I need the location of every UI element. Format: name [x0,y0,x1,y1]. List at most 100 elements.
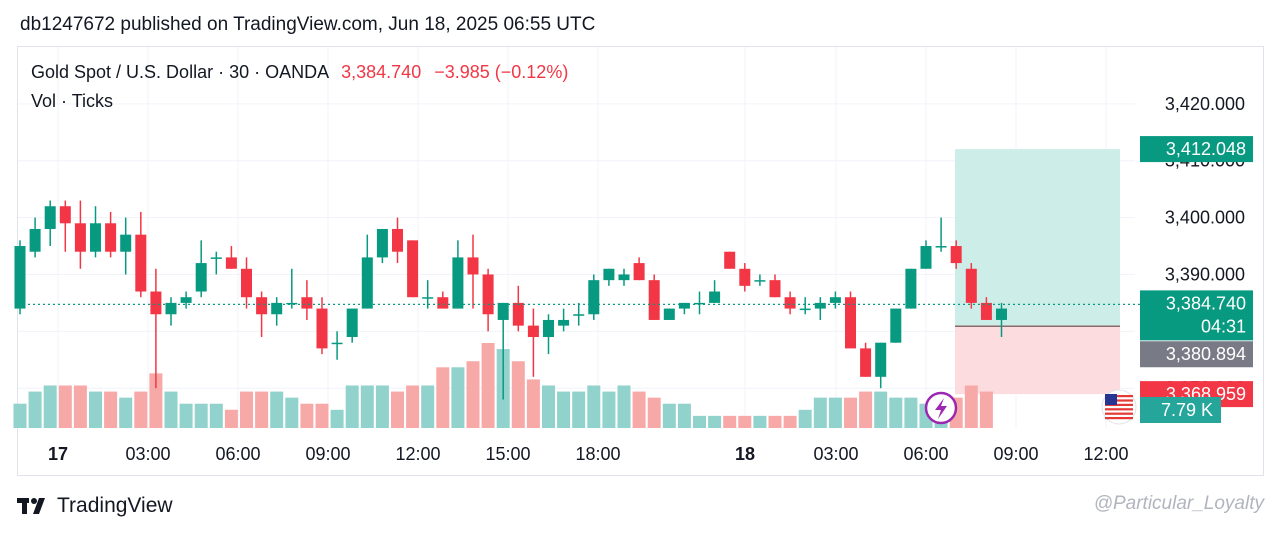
candle-body [648,280,660,320]
chart-icons [924,389,1137,425]
volume-bar [179,403,193,428]
volume-bars [13,343,993,428]
take-profit-zone [955,149,1120,327]
candle-body [724,251,736,269]
candle-body [467,257,479,275]
flag-stripe [1105,395,1133,398]
flag-stripe [1105,417,1133,420]
volume-bar [783,415,797,428]
last-price-badge: 3,384.740 04:31 [1140,290,1253,341]
volume-bar [904,397,918,428]
publish-info: db1247672 published on TradingView.com, … [20,14,596,35]
volume-bar [240,391,253,428]
candle-body [558,319,570,326]
candle-body [663,308,675,320]
volume-bar [768,415,782,428]
candle-body [920,246,932,269]
volume-bar [466,361,480,428]
candle-body [452,257,464,309]
flag-stripe [1105,408,1133,411]
tradingview-logo[interactable]: TradingView [17,494,173,518]
candle-body [392,228,403,252]
volume-bar [526,379,540,428]
candle-body [829,297,841,303]
candle-body [90,223,101,252]
tv-logo-icon [17,498,45,514]
stop-loss-zone [955,326,1120,395]
candle-body [331,342,343,345]
time-tick-label: 06:00 [215,444,260,464]
lightning-icon-bolt [935,398,947,419]
last-price-badge-bg [1140,290,1253,341]
candle-body [44,206,56,229]
candle-body [784,297,796,309]
take-profit-badge: 3,412.048 [1140,136,1253,163]
volume-bar [149,373,163,428]
volume-bar [89,391,102,428]
lightning-icon[interactable] [924,391,958,425]
volume-bar [28,391,42,428]
volume-bar [979,391,993,428]
entry-badge-bg [1140,341,1253,368]
flag-stripe [1105,403,1133,406]
volume-bar [798,409,812,428]
candle-body [875,342,887,377]
candle-body [814,302,826,309]
volume-bar [330,409,344,428]
candle-body [482,274,494,315]
candle-body [195,263,207,292]
volume-bar [73,385,87,428]
volume-badge-bg [1140,397,1221,423]
candle-body [618,274,630,281]
volume-bar [255,391,269,428]
candle-body [210,257,222,259]
candle-body [694,302,705,305]
entry-badge-text: 3,380.894 [1166,344,1246,364]
candle-body [603,268,615,281]
volume-bar [164,391,178,428]
candle-body [256,297,268,315]
volume-bar [693,415,706,428]
symbol-legend: Gold Spot / U.S. Dollar · 30 · OANDA 3,3… [31,62,568,83]
volume-bar [209,403,223,428]
candle-body [135,234,147,292]
candle-body [74,223,86,252]
volume-bar [874,391,888,428]
volume-bar [738,415,752,428]
time-axis: 17 03:00 06:00 09:00 12:00 15:00 18:00 18 03:00 0… [48,444,1129,464]
candle-body [14,246,26,309]
volume-bar [119,397,133,428]
candle-body [678,302,690,309]
volume-bar [889,397,903,428]
candle-body [527,325,539,338]
position-zones [955,149,1120,395]
volume-bar [828,397,842,428]
candle-body [316,308,328,349]
volume-bar [708,415,722,428]
candle-body [905,268,917,309]
time-tick-label: 06:00 [903,444,948,464]
candle-body [105,223,117,252]
candle-body [422,297,434,299]
volume-bar [511,361,525,428]
candle-body [543,319,554,338]
price-tick-label: 3,390.000 [1165,264,1245,284]
time-tick-label: 03:00 [813,444,858,464]
volume-bar [677,403,691,428]
candle-body [890,308,902,343]
candle-body [633,263,645,281]
candle-body [150,291,162,315]
volume-bar [859,391,873,428]
tradingview-brand: TradingView [57,494,173,517]
time-tick-label: 17 [48,444,68,464]
candle-body [29,228,41,252]
candle-body [120,234,132,252]
candle-body [996,308,1007,320]
price-tick-label: 3,400.000 [1165,208,1245,228]
us-flag-icon [1101,389,1137,425]
time-tick-label: 03:00 [125,444,170,464]
volume-bar [542,385,555,428]
flag-stripe [1105,399,1133,402]
volume-badge: 7.79 K [1140,397,1221,423]
